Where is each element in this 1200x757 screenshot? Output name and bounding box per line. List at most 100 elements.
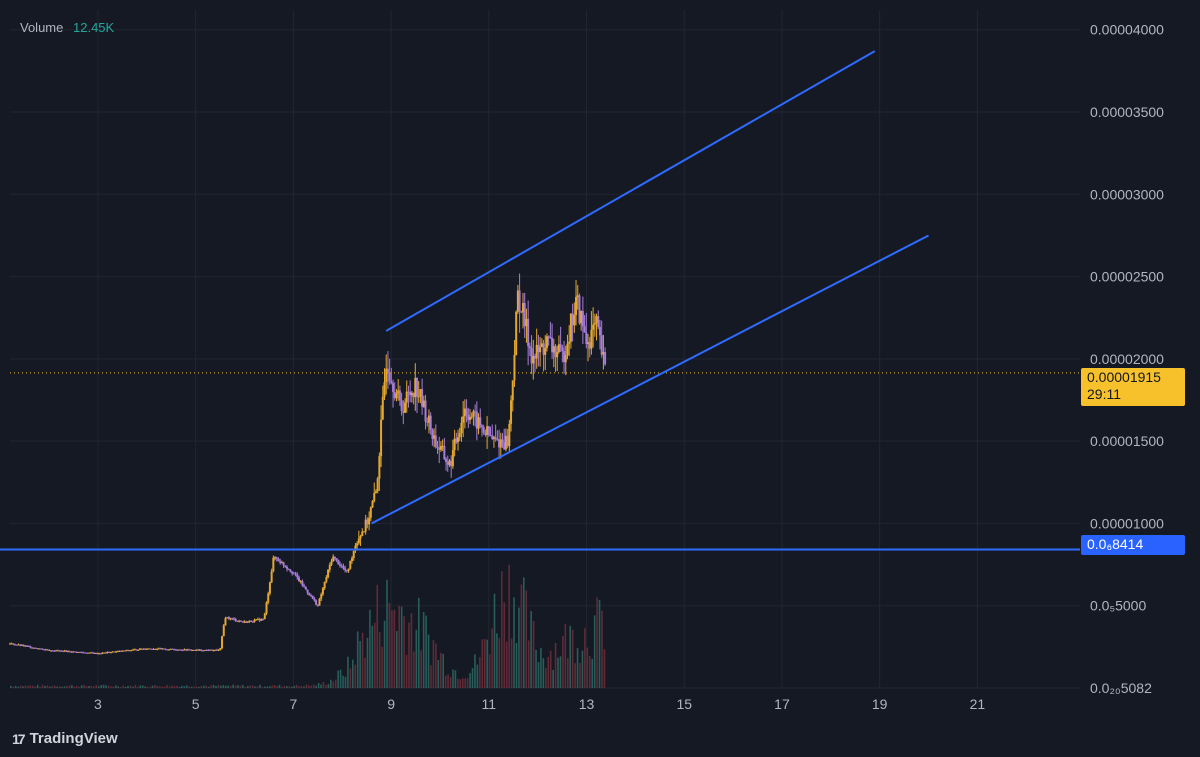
volume-bars (10, 564, 606, 688)
time-axis[interactable]: 3 5 7 9 11 13 15 17 19 21 (94, 696, 985, 712)
volume-bar (146, 686, 149, 688)
candle-body (238, 620, 241, 622)
volume-bar (286, 686, 288, 688)
candle-body (371, 500, 374, 508)
candle-body (178, 649, 181, 651)
channel-upper-line (385, 50, 876, 332)
candle-body (138, 648, 141, 650)
candle-body (597, 316, 600, 328)
volume-bar (75, 685, 78, 688)
volume-bar (215, 685, 217, 688)
candle-body (140, 648, 143, 650)
candle-body (72, 651, 75, 653)
candle-body (470, 416, 473, 418)
volume-bar (80, 685, 83, 688)
volume-bar (41, 684, 44, 688)
candle-body (113, 651, 116, 653)
volume-bar (371, 625, 374, 688)
volume-bar (356, 631, 359, 688)
candle-body (484, 432, 487, 435)
candle-body (342, 566, 345, 569)
candle-body (150, 648, 153, 650)
candle-body (415, 377, 418, 397)
time-tick-label: 5 (192, 696, 200, 712)
candle-body (393, 391, 396, 399)
volume-bar (403, 616, 405, 688)
volume-bar (200, 685, 203, 688)
volume-bar (398, 605, 401, 688)
volume-bar (93, 686, 95, 688)
candle-body (439, 445, 442, 450)
volume-bar (53, 685, 56, 688)
horizontal-level-tag: 0.0₆8414 (1081, 535, 1185, 555)
candle-body (412, 392, 415, 398)
volume-bar (601, 610, 603, 688)
brand-logo[interactable]: 17 TradingView (12, 730, 118, 747)
candle-body (559, 344, 562, 348)
volume-bar (12, 686, 15, 688)
candle-body (362, 531, 365, 533)
candle-body (43, 649, 46, 651)
volume-bar (535, 649, 537, 688)
candle-body (498, 439, 501, 448)
candle-body (595, 316, 598, 323)
volume-bar (266, 686, 269, 688)
candle-body (75, 651, 78, 653)
volume-bar (259, 684, 261, 688)
candle-body (575, 297, 578, 315)
candle-body (188, 649, 191, 651)
volume-bar (471, 668, 474, 688)
candle-body (451, 450, 454, 467)
candle-body (198, 649, 201, 651)
volume-bar (603, 649, 606, 688)
candle-body (73, 651, 76, 653)
candle-body (164, 648, 167, 650)
volume-bar (14, 685, 17, 688)
volume-bar (352, 659, 354, 688)
volume-bar (124, 686, 127, 688)
volume-bar (542, 658, 545, 688)
volume-bar (369, 609, 371, 688)
price-tick-label: 0.00004000 (1090, 22, 1164, 38)
candle-body (190, 649, 193, 651)
volume-bar (366, 637, 369, 688)
candle-body (215, 649, 218, 651)
candle-body (386, 368, 389, 374)
candle-body (395, 393, 398, 399)
volume-bar (381, 646, 383, 688)
volume-bar (559, 656, 562, 688)
volume-bar (342, 675, 344, 688)
volume-bar (554, 642, 557, 688)
volume-bar (505, 641, 508, 688)
volume-bar (395, 630, 398, 688)
volume-bar (483, 639, 486, 688)
volume-bar (312, 684, 315, 688)
volume-bar (464, 678, 466, 688)
candle-body (530, 348, 533, 364)
candle-body (520, 311, 523, 313)
volume-bar (31, 685, 34, 688)
candle-body (390, 381, 393, 384)
volume-bar (569, 625, 572, 688)
candle-body (542, 343, 545, 355)
candle-body (280, 562, 283, 564)
candle-body (472, 411, 475, 417)
candle-body (453, 438, 456, 451)
candle-body (156, 649, 159, 651)
candle-body (457, 437, 460, 443)
candle-body (364, 519, 367, 532)
volume-bar (571, 629, 574, 688)
candle-body (549, 336, 552, 338)
volume-bar (417, 597, 420, 688)
candle-body (501, 439, 504, 443)
candle-body (506, 435, 509, 447)
candle-body (154, 649, 157, 651)
volume-bar (58, 686, 61, 688)
volume-bar (422, 612, 425, 688)
candle-body (272, 557, 275, 572)
candle-body (233, 618, 236, 620)
trend-lines (0, 50, 1080, 551)
price-axis[interactable]: 0.00004000 0.00003500 0.00003000 0.00002500… (1090, 22, 1164, 696)
volume-bar (171, 685, 173, 688)
